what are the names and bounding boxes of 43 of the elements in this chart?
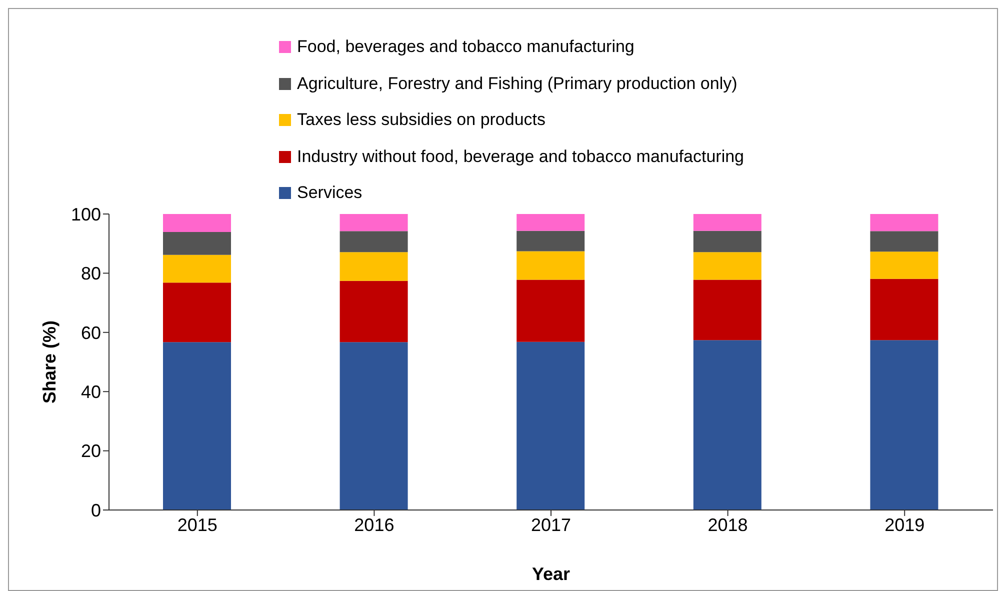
legend-label: Industry without food, beverage and tobacco manufacturing — [297, 146, 744, 167]
bar — [870, 278, 938, 340]
y-tick-label: 80 — [80, 264, 101, 284]
bar — [340, 252, 408, 281]
y-tick-label: 40 — [80, 382, 101, 402]
y-tick-label: 60 — [80, 322, 101, 343]
bar — [693, 340, 762, 510]
x-tick-label: 2018 — [708, 514, 748, 535]
bar — [163, 342, 231, 510]
bar — [693, 280, 762, 340]
bar — [870, 214, 938, 232]
bar — [163, 282, 231, 342]
bar — [516, 251, 585, 280]
y-axis-title: Share (%) — [39, 320, 60, 404]
bar — [163, 214, 231, 232]
legend-label: Food, beverages and tobacco manufacturing — [297, 37, 634, 58]
y-tick-label: 20 — [80, 441, 101, 462]
bar — [163, 232, 231, 255]
x-tick-label: 2015 — [177, 514, 218, 535]
y-tick-label: 0 — [90, 500, 101, 520]
bar — [693, 252, 762, 280]
legend-label: Services — [297, 183, 362, 204]
y-tick-label: 100 — [70, 204, 101, 224]
legend-label: Taxes less subsidies on products — [297, 110, 546, 130]
x-tick-label: 2019 — [884, 514, 925, 535]
bar — [163, 254, 231, 283]
x-axis-title: Year — [532, 564, 570, 584]
bar — [340, 214, 408, 232]
x-tick-label: 2016 — [354, 514, 394, 535]
bar — [516, 280, 585, 342]
bar — [693, 230, 762, 252]
bar — [340, 280, 408, 342]
bar — [516, 214, 585, 231]
bar — [340, 231, 408, 252]
x-tick-label: 2017 — [530, 514, 572, 535]
legend-label: Agriculture, Forestry and Fishing (Primary production only) — [297, 74, 738, 94]
bar — [870, 231, 938, 252]
bar — [516, 342, 585, 510]
bar — [516, 230, 585, 252]
bar — [340, 342, 408, 510]
bar — [693, 214, 762, 231]
bar — [870, 252, 938, 279]
bar — [870, 340, 938, 510]
